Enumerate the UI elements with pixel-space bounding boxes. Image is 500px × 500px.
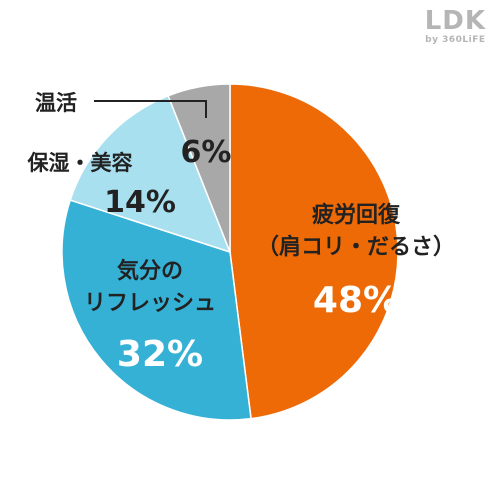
ldk-logo-text: LDK xyxy=(424,6,486,36)
slice-label-4-line-1: 温活 xyxy=(35,91,77,115)
pie-slice-3 xyxy=(69,94,232,254)
pie-slices xyxy=(61,83,399,421)
slice-value-2: 32% xyxy=(117,334,203,375)
slice-label-2-line-2: リフレッシュ xyxy=(84,291,216,316)
slice-label-2-line-1: 気分の xyxy=(117,258,183,284)
slice-label-1-line-1: 疲労回復 xyxy=(312,202,401,228)
pie-slice-4 xyxy=(167,83,231,253)
slice-label-3-line-1: 保湿・美容 xyxy=(27,151,133,175)
slice-value-1: 48% xyxy=(313,280,399,321)
pie-slice-1 xyxy=(229,83,399,420)
callout-leader-line xyxy=(94,100,207,118)
ldk-logo-tagline: by 360LiFE xyxy=(425,35,486,45)
slice-value-3: 14% xyxy=(104,185,176,220)
ldk-logo: LDK by 360LiFE xyxy=(425,8,486,45)
slice-value-4: 6% xyxy=(181,135,232,170)
slice-label-1-line-2: （肩コリ・だるさ） xyxy=(257,234,455,260)
pie-slice-2 xyxy=(61,199,252,421)
